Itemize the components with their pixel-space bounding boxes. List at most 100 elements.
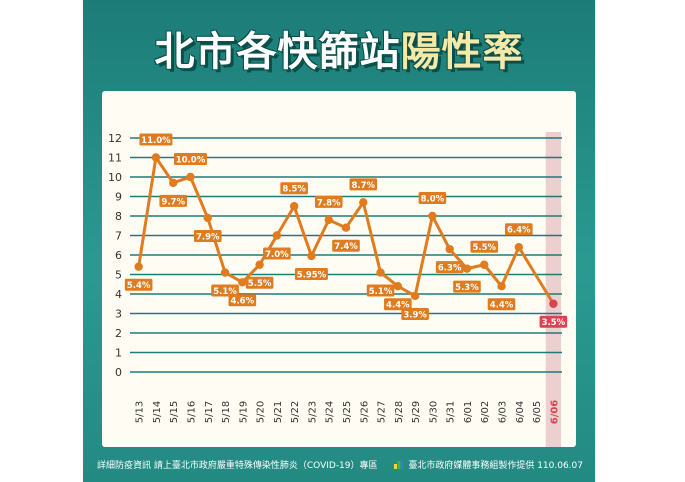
data-label: 3.5% xyxy=(542,318,566,328)
data-label-box xyxy=(314,195,343,208)
data-label-box xyxy=(470,240,499,253)
x-tick-label: 5/22 xyxy=(290,401,301,423)
y-tick-label: 10 xyxy=(108,171,122,184)
y-tick-label: 2 xyxy=(115,327,122,340)
data-label-box xyxy=(453,280,481,293)
x-tick-label: 5/24 xyxy=(325,401,336,423)
x-tick-label: 5/16 xyxy=(186,401,197,423)
data-point xyxy=(480,260,489,269)
data-label: 5.4% xyxy=(127,281,151,291)
y-tick-label: 1 xyxy=(115,347,122,360)
footer: 詳細防疫資訊 請上臺北市政府嚴重特殊傳染性肺炎（COVID-19）專區 臺北市政… xyxy=(97,454,583,474)
x-tick-label: 5/14 xyxy=(152,401,163,423)
x-tick-label: 6/01 xyxy=(463,401,474,423)
data-label: 4.4% xyxy=(386,301,410,311)
data-label-box xyxy=(366,284,395,297)
data-point xyxy=(462,264,472,273)
x-tick-label: 5/25 xyxy=(342,401,353,423)
data-label: 4.4% xyxy=(490,301,514,311)
x-tick-label: 5/21 xyxy=(273,401,284,423)
data-label-box xyxy=(139,133,173,146)
footer-credit: 臺北市政府媒體事務組製作提供 110.06.07 xyxy=(394,458,583,471)
data-label: 7.8% xyxy=(317,198,341,208)
data-point xyxy=(445,244,454,254)
x-tick-label: 6/04 xyxy=(515,401,526,423)
data-point xyxy=(272,231,282,240)
x-tick-label: 5/13 xyxy=(135,401,146,423)
data-label-box xyxy=(435,261,464,274)
data-point xyxy=(255,260,264,269)
x-tick-label: 5/15 xyxy=(169,401,180,423)
poster: 北市各快篩站 陽性率 0 1 2 3 4 5 6 7 8 9 10 11 12 5/13 5/14 5/15 5… xyxy=(83,0,595,482)
y-tick-label: 12 xyxy=(108,132,122,145)
y-tick-label: 6 xyxy=(115,249,122,262)
data-label-box xyxy=(173,153,207,165)
data-point xyxy=(549,299,558,308)
data-label: 11.0% xyxy=(141,136,171,146)
data-label: 5.95% xyxy=(297,270,327,280)
data-point xyxy=(134,262,143,271)
data-point xyxy=(289,202,299,211)
data-label: 7.9% xyxy=(196,232,220,242)
data-label: 3.9% xyxy=(403,310,427,320)
chart-card: 0 1 2 3 4 5 6 7 8 9 10 11 12 5/13 5/14 5/15 5/16 5/17 5/18… xyxy=(102,91,576,464)
x-tick-label: 6/05 xyxy=(532,401,543,423)
data-label: 7.0% xyxy=(265,250,289,260)
poster-title: 北市各快篩站 陽性率 xyxy=(83,18,595,78)
x-tick-label: 5/27 xyxy=(377,401,388,423)
data-label: 7.4% xyxy=(334,242,358,252)
data-point xyxy=(186,172,195,182)
data-point xyxy=(376,268,385,277)
data-label-box xyxy=(159,194,187,207)
data-label: 6.4% xyxy=(507,226,531,236)
taipei-logo-icon xyxy=(394,459,405,469)
data-label-box xyxy=(505,223,533,236)
x-tick-label: 5/30 xyxy=(428,401,439,423)
data-label-box xyxy=(193,229,222,242)
data-point xyxy=(169,178,178,188)
x-tick-label: 5/19 xyxy=(238,401,249,423)
x-tick-label: 5/20 xyxy=(256,401,267,423)
data-label: 6.3% xyxy=(438,264,462,274)
data-label-box xyxy=(211,284,239,297)
data-label: 5.3% xyxy=(455,283,479,293)
data-point xyxy=(514,243,523,252)
footer-credit-text: 臺北市政府媒體事務組製作提供 110.06.07 xyxy=(408,460,583,471)
title-accent: 陽性率 xyxy=(400,29,524,75)
y-tick-label: 4 xyxy=(115,288,122,301)
data-point xyxy=(238,278,247,287)
data-label: 5.1% xyxy=(213,287,237,297)
data-point xyxy=(410,291,420,301)
data-label: 5.5% xyxy=(248,279,272,289)
data-label-box xyxy=(280,182,308,195)
y-tick-label: 3 xyxy=(115,308,122,321)
x-tick-label: 5/23 xyxy=(307,401,318,423)
data-label: 5.5% xyxy=(472,243,496,253)
data-point xyxy=(393,282,403,291)
data-label-box xyxy=(263,247,291,260)
data-label: 8.5% xyxy=(282,185,306,195)
data-label-box xyxy=(294,267,328,280)
y-tick-label: 7 xyxy=(115,230,122,243)
data-point xyxy=(220,268,230,277)
data-label-box xyxy=(228,294,257,307)
y-tick-label: 11 xyxy=(108,152,122,165)
y-tick-label: 0 xyxy=(115,366,122,379)
data-label: 5.1% xyxy=(369,287,393,297)
x-tick-label: 6/06 xyxy=(549,400,560,425)
data-point xyxy=(341,223,351,232)
x-tick-label: 5/29 xyxy=(411,401,422,423)
data-point xyxy=(151,153,161,162)
data-label: 9.7% xyxy=(161,197,185,207)
data-label: 8.7% xyxy=(351,181,375,191)
x-tick-label: 6/02 xyxy=(480,401,491,423)
highlight-band xyxy=(545,132,561,464)
data-label-box xyxy=(384,298,412,311)
data-label-box xyxy=(124,278,153,291)
footer-info: 詳細防疫資訊 請上臺北市政府嚴重特殊傳染性肺炎（COVID-19）專區 xyxy=(97,460,378,471)
x-tick-label: 5/18 xyxy=(221,401,232,423)
x-tick-label: 5/17 xyxy=(204,401,215,423)
data-label-box xyxy=(487,298,516,311)
data-label-box xyxy=(539,315,568,328)
